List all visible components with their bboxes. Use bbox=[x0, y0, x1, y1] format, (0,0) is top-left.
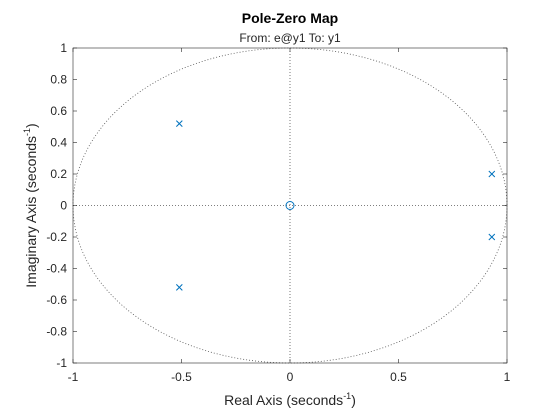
y-tick-label: 0.4 bbox=[50, 136, 67, 150]
x-tick-label: -1 bbox=[68, 370, 79, 384]
pole-marker bbox=[175, 284, 183, 291]
y-tick-label: -0.4 bbox=[46, 262, 67, 276]
y-tick-label: -0.6 bbox=[46, 293, 67, 307]
chart-subtitle: From: e@y1 To: y1 bbox=[239, 31, 341, 45]
y-axis-label: Imaginary Axis (seconds-1) bbox=[22, 123, 39, 287]
x-axis-label: Real Axis (seconds-1) bbox=[224, 391, 356, 408]
pole-marker-stroke bbox=[488, 233, 496, 241]
pole-marker-stroke bbox=[175, 284, 183, 291]
pole-zero-marks bbox=[175, 120, 496, 291]
y-tick-label: 0.8 bbox=[50, 73, 67, 87]
axis-ticks: -1 -0.5 0 0.5 1 -1 -0.8 -0.6 -0.4 -0.2 0 0.2 0.4 0.6 0… bbox=[46, 41, 510, 384]
zero-marker bbox=[285, 201, 295, 210]
x-tick-label: 0 bbox=[287, 370, 294, 384]
x-tick-label: 0.5 bbox=[390, 370, 407, 384]
pole-marker-stroke bbox=[488, 170, 496, 178]
plot-box bbox=[72, 47, 508, 364]
pole-marker bbox=[488, 170, 496, 178]
pole-marker bbox=[175, 120, 183, 127]
y-tick-label: -1 bbox=[56, 356, 67, 370]
chart-title: Pole-Zero Map bbox=[242, 10, 338, 26]
x-tick-label: 1 bbox=[504, 370, 511, 384]
y-tick-label: 0.2 bbox=[50, 167, 67, 181]
x-tick-label: -0.5 bbox=[171, 370, 192, 384]
pole-marker bbox=[488, 233, 496, 241]
y-tick-label: 1 bbox=[60, 41, 67, 55]
y-tick-label: 0.6 bbox=[50, 104, 67, 118]
y-tick-label: -0.8 bbox=[46, 325, 67, 339]
y-tick-label: -0.2 bbox=[46, 230, 67, 244]
y-tick-label: 0 bbox=[60, 199, 67, 213]
pole-marker-stroke bbox=[175, 120, 183, 127]
